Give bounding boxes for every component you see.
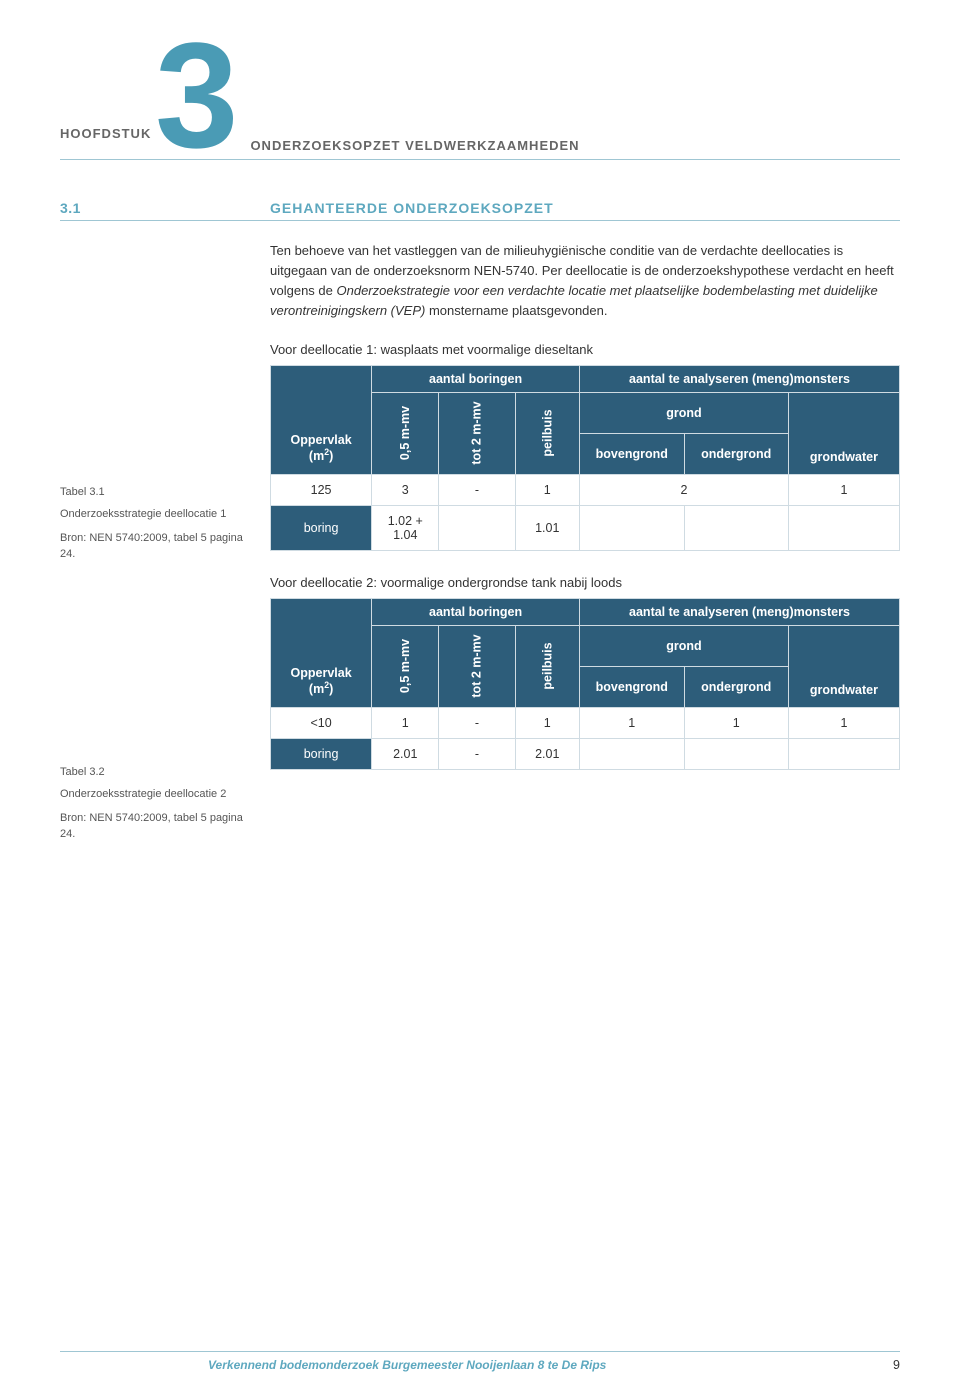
cell-peilbuis: 1: [515, 707, 579, 738]
th-oppervlak: Oppervlak(m2): [271, 365, 372, 474]
chapter-label: HOOFDSTUK: [60, 126, 151, 141]
paragraph-tail: monstername plaatsgevonden.: [425, 303, 607, 318]
chapter-header: HOOFDSTUK 3 ONDERZOEKSOPZET VELDWERKZAAM…: [60, 30, 900, 160]
cell-bovengrond: [579, 738, 684, 769]
cell-05: 3: [372, 474, 439, 505]
th-grondwater: grondwater: [788, 392, 899, 474]
chapter-title: ONDERZOEKSOPZET VELDWERKZAAMHEDEN: [250, 138, 579, 153]
table-3-1-wrap: Oppervlak(m2) aantal boringen aantal te …: [270, 365, 900, 551]
page-number: 9: [893, 1358, 900, 1372]
th-oppervlak: Oppervlak(m2): [271, 598, 372, 707]
cell-05: 1: [372, 707, 439, 738]
cell-05: 2.01: [372, 738, 439, 769]
th-ondergrond: ondergrond: [684, 433, 788, 474]
table-3-2-wrap: Oppervlak(m2) aantal boringen aantal te …: [270, 598, 900, 770]
cell-ondergrond: [684, 738, 788, 769]
cell-tot2: -: [439, 474, 515, 505]
th-grond: grond: [579, 392, 788, 433]
footer-title: Verkennend bodemonderzoek Burgemeester N…: [208, 1358, 606, 1372]
cell-oppervlak: 125: [271, 474, 372, 505]
table-row: boring 1.02 + 1.04 1.01: [271, 505, 900, 550]
th-05mmv: 0,5 m-mv: [372, 392, 439, 474]
th-analyse: aantal te analyseren (meng)monsters: [579, 365, 899, 392]
th-grondwater: grondwater: [788, 625, 899, 707]
cell-bovengrond: 1: [579, 707, 684, 738]
cell-oppervlak: <10: [271, 707, 372, 738]
th-tot2mmv: tot 2 m-mv: [439, 392, 515, 474]
th-peilbuis-text: peilbuis: [540, 642, 554, 689]
section-title: GEHANTEERDE ONDERZOEKSOPZET: [270, 200, 554, 216]
cell-tot2: [439, 505, 515, 550]
table-caption: Onderzoeksstrategie deellocatie 2: [60, 787, 250, 803]
intro-paragraph: Ten behoeve van het vastleggen van de mi…: [270, 241, 900, 322]
table-row: 125 3 - 1 2 1: [271, 474, 900, 505]
th-boringen: aantal boringen: [372, 598, 580, 625]
th-05mmv-text: 0,5 m-mv: [398, 639, 412, 693]
deel1-subhead: Voor deellocatie 1: wasplaats met voorma…: [270, 342, 900, 357]
sidebar-tabel-3-2: Tabel 3.2 Onderzoeksstrategie deellocati…: [60, 765, 250, 843]
th-05mmv: 0,5 m-mv: [372, 625, 439, 707]
chapter-number: 3: [155, 32, 238, 160]
table-caption: Onderzoeksstrategie deellocatie 1: [60, 507, 250, 523]
cell-peilbuis: 2.01: [515, 738, 579, 769]
table-3-2: Oppervlak(m2) aantal boringen aantal te …: [270, 598, 900, 770]
table-source: Bron: NEN 5740:2009, tabel 5 pagina 24.: [60, 811, 250, 843]
th-analyse: aantal te analyseren (meng)monsters: [579, 598, 899, 625]
th-peilbuis-text: peilbuis: [540, 409, 554, 456]
cell-grondwater: 1: [788, 707, 899, 738]
table-3-1: Oppervlak(m2) aantal boringen aantal te …: [270, 365, 900, 551]
table-row: boring 2.01 - 2.01: [271, 738, 900, 769]
cell-grondwater: 1: [788, 474, 899, 505]
section-heading: 3.1 GEHANTEERDE ONDERZOEKSOPZET: [60, 200, 900, 221]
table-label: Tabel 3.1: [60, 485, 250, 501]
th-boringen: aantal boringen: [372, 365, 580, 392]
cell-boring-label: boring: [271, 738, 372, 769]
th-bovengrond: bovengrond: [579, 433, 684, 474]
cell-peilbuis: 1.01: [515, 505, 579, 550]
th-peilbuis: peilbuis: [515, 392, 579, 474]
th-tot2mmv-text: tot 2 m-mv: [470, 401, 484, 464]
cell-tot2: -: [439, 738, 515, 769]
th-peilbuis: peilbuis: [515, 625, 579, 707]
table-source: Bron: NEN 5740:2009, tabel 5 pagina 24.: [60, 531, 250, 563]
th-bovengrond: bovengrond: [579, 666, 684, 707]
cell-bovengrond: [579, 505, 684, 550]
th-grond: grond: [579, 625, 788, 666]
th-tot2mmv-text: tot 2 m-mv: [470, 634, 484, 697]
sidebar-tabel-3-1: Tabel 3.1 Onderzoeksstrategie deellocati…: [60, 485, 250, 563]
table-label: Tabel 3.2: [60, 765, 250, 781]
section-number: 3.1: [60, 200, 270, 216]
cell-grondwater: [788, 738, 899, 769]
th-ondergrond: ondergrond: [684, 666, 788, 707]
cell-tot2: -: [439, 707, 515, 738]
cell-grondwater: [788, 505, 899, 550]
th-tot2mmv: tot 2 m-mv: [439, 625, 515, 707]
table-row: <10 1 - 1 1 1 1: [271, 707, 900, 738]
cell-05: 1.02 + 1.04: [372, 505, 439, 550]
cell-boring-label: boring: [271, 505, 372, 550]
cell-grond: 2: [579, 474, 788, 505]
cell-peilbuis: 1: [515, 474, 579, 505]
page-footer: Verkennend bodemonderzoek Burgemeester N…: [60, 1351, 900, 1372]
th-05mmv-text: 0,5 m-mv: [398, 406, 412, 460]
deel2-subhead: Voor deellocatie 2: voormalige ondergron…: [270, 575, 900, 590]
cell-ondergrond: 1: [684, 707, 788, 738]
cell-ondergrond: [684, 505, 788, 550]
